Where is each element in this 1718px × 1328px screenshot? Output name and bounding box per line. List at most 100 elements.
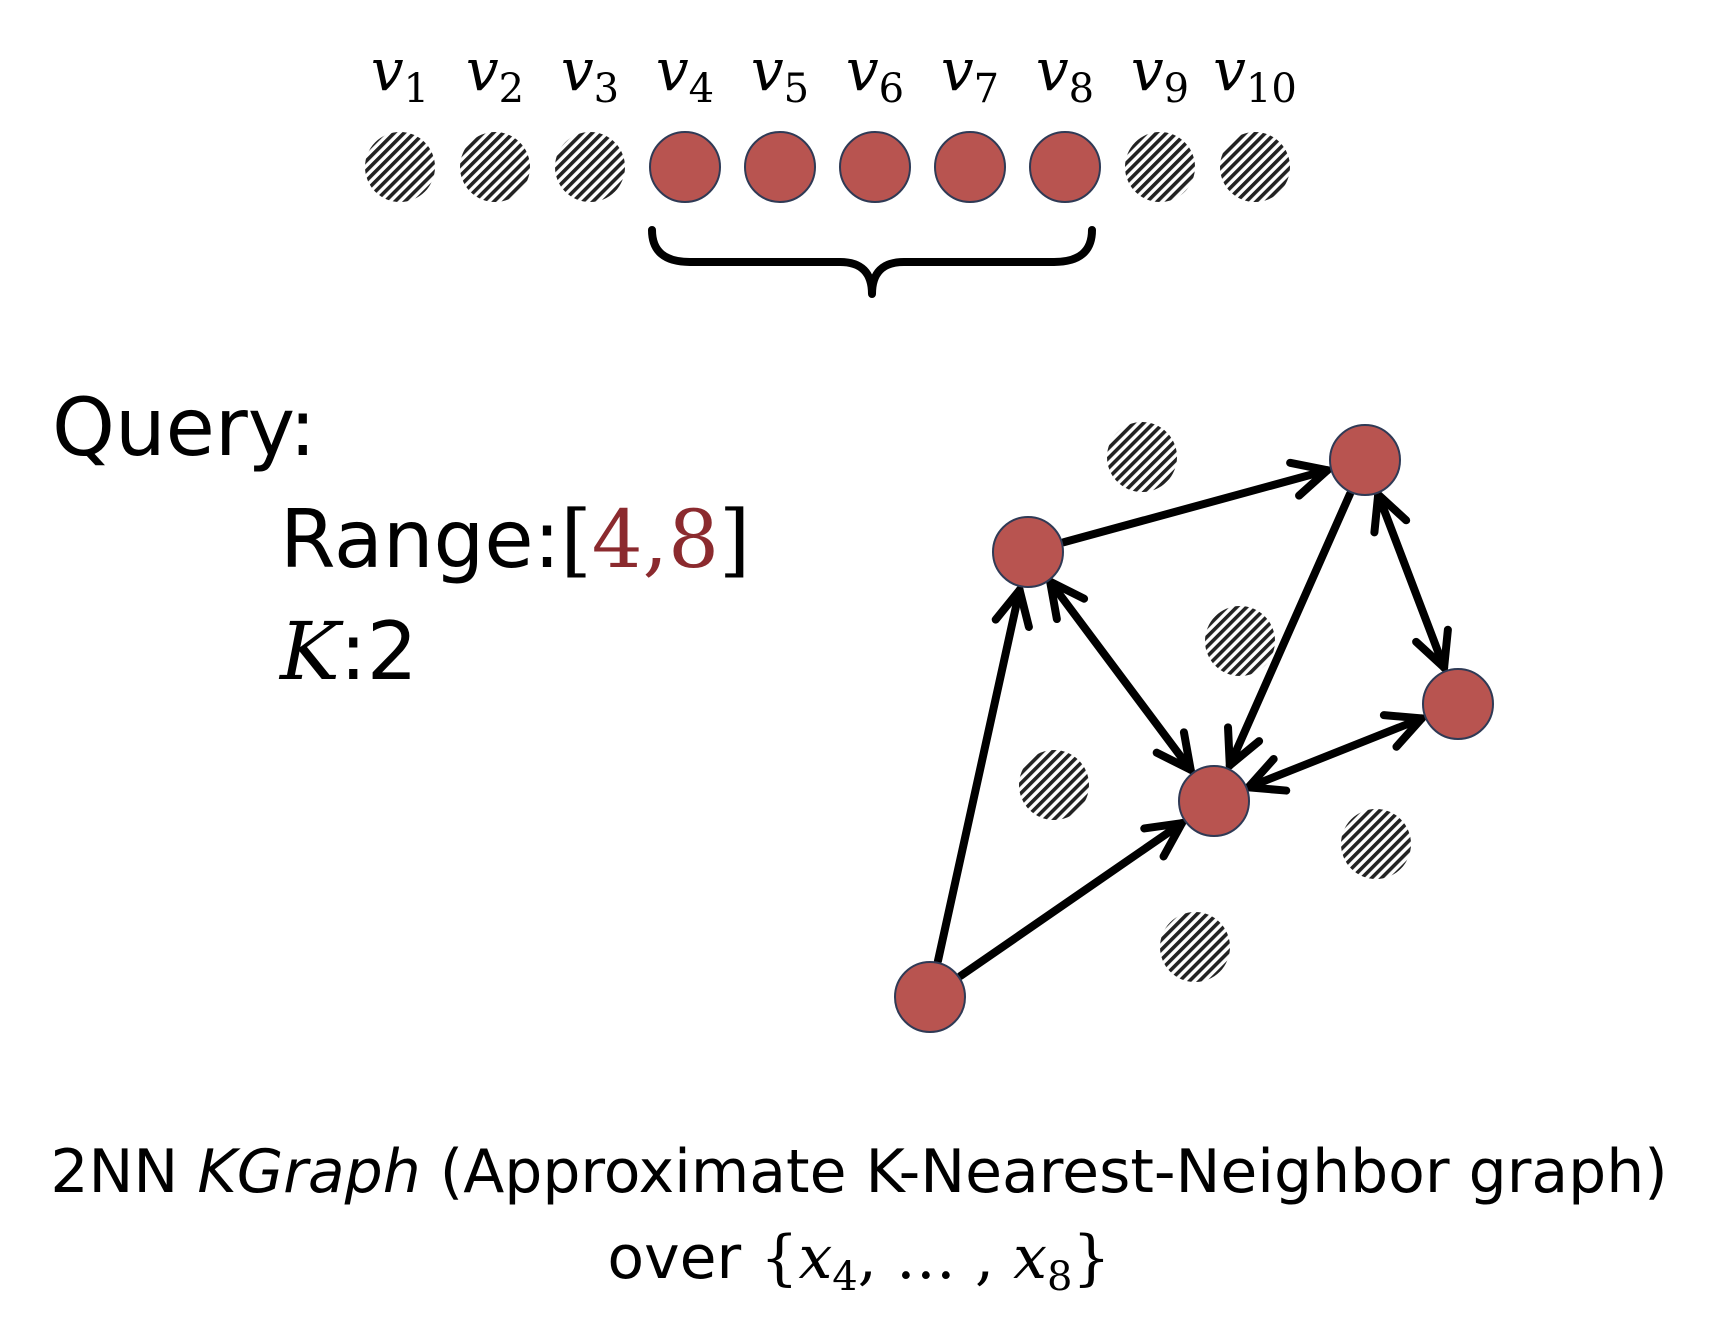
vertex-label-2: v2 <box>445 30 545 110</box>
query-range: Range:[4,8] <box>280 490 750 590</box>
edge-line <box>956 819 1186 980</box>
arrow-head <box>1370 486 1411 537</box>
vertex-label-sub: 6 <box>878 66 905 112</box>
set-open-brace: { <box>760 1223 799 1293</box>
vertex-node-6 <box>839 131 911 203</box>
graph-node-c <box>1178 765 1250 837</box>
edge-line <box>1244 714 1426 792</box>
vertex-label-var: v <box>1035 36 1069 104</box>
edge-a-c <box>1044 574 1197 777</box>
edge-line <box>1059 466 1332 547</box>
vertex-label-10: v10 <box>1205 30 1305 110</box>
range-label: Range: <box>280 493 561 586</box>
vertex-node-8 <box>1029 131 1101 203</box>
vertex-label-3: v3 <box>540 30 640 110</box>
caption-prefix: 2NN <box>50 1137 198 1207</box>
edge-line <box>1225 489 1355 770</box>
vertex-label-sub: 3 <box>593 66 620 112</box>
vertex-label-sub: 7 <box>973 66 1000 112</box>
vertex-label-sub: 5 <box>783 66 810 112</box>
vertex-node-4 <box>649 131 721 203</box>
caption-line-2: over {x4, … , x8} <box>0 1218 1718 1298</box>
set-first-element: x4 <box>798 1223 857 1297</box>
vertex-label-sub: 8 <box>1068 66 1095 112</box>
range-open-bracket: [ <box>560 493 592 586</box>
range-close-bracket: ] <box>718 493 751 586</box>
out-of-range-point-4 <box>1341 809 1411 879</box>
vertex-node-3 <box>555 132 625 202</box>
arrow-head <box>1240 754 1291 795</box>
vertex-node-10 <box>1220 132 1290 202</box>
graph-edges <box>933 458 1452 980</box>
arrow-head <box>1224 723 1264 774</box>
vertex-label-var: v <box>750 36 784 104</box>
arrow-head <box>991 581 1033 631</box>
vertex-node-9 <box>1125 132 1195 202</box>
arrow-head <box>1379 711 1431 751</box>
vertex-label-6: v6 <box>825 30 925 110</box>
vertex-label-var: v <box>655 36 689 104</box>
vertex-label-var: v <box>1130 36 1164 104</box>
range-value: 4,8 <box>591 493 719 586</box>
out-of-range-points <box>1019 422 1411 982</box>
k-value: 2 <box>366 605 418 698</box>
range-brace <box>648 226 1096 298</box>
vertex-row <box>365 131 1290 203</box>
query-title: Query: <box>52 381 317 474</box>
k-separator: : <box>339 605 367 698</box>
graph-node-e <box>894 961 966 1033</box>
set-first-sub: 4 <box>832 1254 858 1300</box>
graph-node-d <box>1422 668 1494 740</box>
caption-line-1: 2NN KGraph (Approximate K-Nearest-Neighb… <box>0 1132 1718 1212</box>
caption-over: over <box>607 1223 761 1293</box>
vertex-label-4: v4 <box>635 30 735 110</box>
vertex-label-var: v <box>370 36 404 104</box>
vertex-node-7 <box>934 131 1006 203</box>
vertex-label-sub: 2 <box>498 66 525 112</box>
vertex-label-sub: 10 <box>1245 66 1297 112</box>
edge-line <box>1046 577 1195 774</box>
graph-nodes <box>894 424 1494 1033</box>
edge-line <box>933 586 1024 965</box>
vertex-node-5 <box>744 131 816 203</box>
vertex-label-var: v <box>845 36 879 104</box>
vertex-label-var: v <box>940 36 974 104</box>
vertex-node-2 <box>460 132 530 202</box>
set-last-var: x <box>1013 1223 1047 1293</box>
vertex-label-8: v8 <box>1015 30 1115 110</box>
caption-kgraph: KGraph <box>197 1137 421 1207</box>
vertex-label-sub: 4 <box>688 66 715 112</box>
vertex-label-var: v <box>465 36 499 104</box>
arrow-head <box>1140 818 1190 861</box>
edge-e-a <box>933 581 1033 965</box>
edge-b-c <box>1224 489 1355 774</box>
query-k: K:2 <box>280 602 418 702</box>
arrow-head <box>1412 625 1452 676</box>
arrow-head <box>1044 574 1089 624</box>
set-first-var: x <box>798 1223 833 1293</box>
out-of-range-point-5 <box>1160 912 1230 982</box>
graph-node-a <box>992 516 1064 588</box>
set-last-element: x8 <box>1013 1223 1072 1297</box>
out-of-range-point-2 <box>1205 606 1275 676</box>
vertex-label-sub: 9 <box>1163 66 1190 112</box>
vertex-label-5: v5 <box>730 30 830 110</box>
arrow-head <box>1286 458 1337 500</box>
graph-node-b <box>1329 424 1401 496</box>
vertex-label-7: v7 <box>920 30 1020 110</box>
edge-a-b <box>1059 458 1337 547</box>
arrow-head <box>1152 728 1197 777</box>
edge-b-d <box>1370 486 1452 676</box>
edge-line <box>1374 490 1449 672</box>
vertex-label-9: v9 <box>1110 30 1210 110</box>
vertex-label-var: v <box>1213 36 1246 104</box>
vertex-label-var: v <box>560 36 594 104</box>
k-variable: K <box>280 605 340 698</box>
set-ellipsis: , … , <box>857 1223 1014 1293</box>
vertex-label-1: v1 <box>350 30 450 110</box>
vertex-label-sub: 1 <box>403 66 430 112</box>
set-close-brace: } <box>1072 1223 1111 1293</box>
out-of-range-point-1 <box>1107 422 1177 492</box>
